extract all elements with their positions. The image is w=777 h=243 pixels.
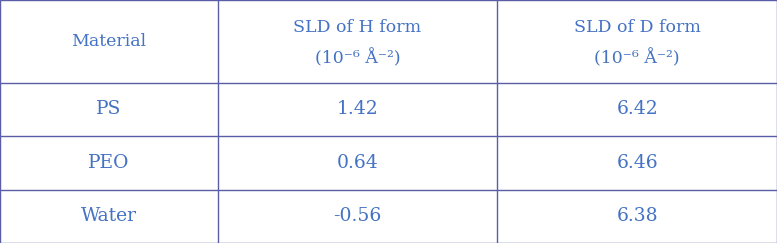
Text: SLD of D form: SLD of D form (573, 19, 701, 36)
Text: 6.38: 6.38 (616, 207, 658, 225)
Text: 1.42: 1.42 (336, 100, 378, 118)
Text: Material: Material (71, 33, 146, 50)
Text: SLD of H form: SLD of H form (294, 19, 421, 36)
Text: Water: Water (81, 207, 137, 225)
Text: (10⁻⁶ Å⁻²): (10⁻⁶ Å⁻²) (594, 49, 680, 68)
Text: 0.64: 0.64 (336, 154, 378, 172)
Text: PS: PS (96, 100, 121, 118)
Text: PEO: PEO (88, 154, 130, 172)
Text: -0.56: -0.56 (333, 207, 382, 225)
Text: 6.46: 6.46 (616, 154, 658, 172)
Text: (10⁻⁶ Å⁻²): (10⁻⁶ Å⁻²) (315, 49, 400, 68)
Text: 6.42: 6.42 (616, 100, 658, 118)
